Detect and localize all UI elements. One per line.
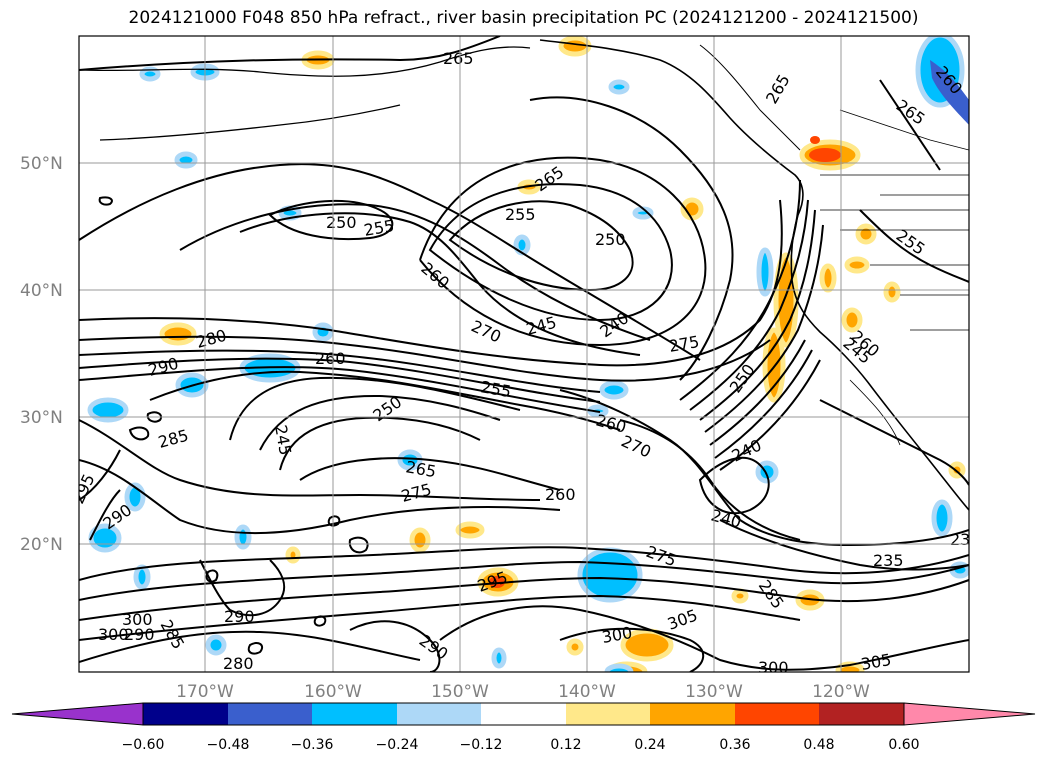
colorbar-tick-label: 0.36	[719, 737, 750, 753]
colorbar-tick-label: 0.12	[550, 737, 581, 753]
colorbar-segment	[819, 703, 904, 725]
lon-label: 140°W	[558, 682, 616, 702]
colorbar-tick-label: 0.48	[803, 737, 834, 753]
contour-label: 250	[326, 213, 357, 232]
colorbar-segment	[650, 703, 735, 725]
contour-label: 300	[98, 625, 129, 644]
colorbar-segment	[312, 703, 397, 725]
contour-label: 305	[859, 650, 892, 674]
map-area: 265 265 260 265 255 255 250 255 250 250 …	[79, 36, 981, 677]
longitude-labels: 170°W 160°W 150°W 140°W 130°W 120°W	[176, 682, 870, 702]
lat-label: 20°N	[20, 535, 63, 555]
colorbar-extend-high	[903, 702, 1036, 726]
contour-label: 300	[122, 610, 153, 629]
colorbar-tick-label: −0.24	[376, 737, 419, 753]
map-frame	[78, 35, 970, 673]
colorbar-segment	[397, 703, 481, 725]
graticule	[79, 36, 969, 672]
contour-label: 260	[315, 349, 346, 368]
contour-label: 290	[224, 607, 255, 626]
contour-label: 265	[443, 49, 474, 68]
contour-label: 260	[545, 485, 576, 504]
map-title: 2024121000 F048 850 hPa refract., river …	[128, 8, 919, 28]
colorbar-tick-label: −0.60	[122, 737, 165, 753]
colorbar-segment	[228, 703, 312, 725]
colorbar-tick-label: −0.12	[460, 737, 503, 753]
lat-label: 50°N	[20, 154, 63, 174]
colorbar-tick-label: 0.60	[888, 737, 919, 753]
colorbar-extend-low	[11, 702, 144, 726]
latitude-labels: 50°N 40°N 30°N 20°N	[20, 154, 63, 555]
contours	[79, 36, 969, 672]
lon-label: 150°W	[431, 682, 489, 702]
lon-label: 120°W	[812, 682, 870, 702]
contour-label: 290	[124, 625, 155, 644]
contour-label: 280	[223, 654, 254, 673]
colorbar-segment	[143, 703, 228, 725]
contour-label: 300	[758, 658, 789, 677]
colorbar-tick-label: 0.24	[634, 737, 665, 753]
colorbar-segment	[735, 703, 819, 725]
contour-label: 230	[950, 530, 981, 549]
contour-label: 235	[873, 551, 904, 570]
colorbar-tick-label: −0.36	[291, 737, 334, 753]
contour-label: 250	[595, 230, 626, 249]
lon-label: 170°W	[176, 682, 234, 702]
lat-label: 30°N	[20, 408, 63, 428]
lat-label: 40°N	[20, 281, 63, 301]
colorbar-segment	[481, 703, 566, 725]
colorbar-segment	[566, 703, 650, 725]
lon-label: 130°W	[685, 682, 743, 702]
lon-label: 160°W	[304, 682, 362, 702]
colorbar-tick-label: −0.48	[207, 737, 250, 753]
contour-label: 255	[505, 205, 536, 224]
colorbar: −0.60 −0.48 −0.36 −0.24 −0.12 0.12 0.24 …	[11, 702, 1036, 753]
